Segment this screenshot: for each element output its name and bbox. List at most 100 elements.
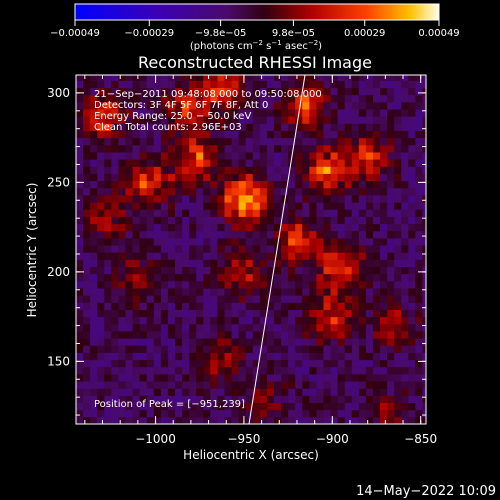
- heatmap-cell: [111, 80, 119, 89]
- heatmap-cell: [330, 259, 339, 267]
- heatmap-cell: [196, 295, 204, 303]
- colorbar-tick-label: −0.00049: [50, 28, 100, 39]
- heatmap-cell: [97, 123, 105, 131]
- heatmap-cell: [330, 123, 339, 131]
- heatmap-cell: [238, 359, 247, 368]
- heatmap-cell: [210, 173, 218, 182]
- heatmap-cell: [189, 130, 197, 139]
- heatmap-cell: [337, 173, 346, 182]
- heatmap-cell: [415, 395, 423, 404]
- heatmap-cell: [337, 116, 346, 124]
- heatmap-cell: [90, 273, 98, 282]
- heatmap-cell: [408, 237, 416, 246]
- heatmap-cell: [351, 280, 360, 289]
- heatmap-cell: [281, 87, 289, 96]
- heatmap-cell: [118, 373, 126, 382]
- heatmap-cell: [330, 395, 339, 404]
- heatmap-cell: [231, 101, 240, 110]
- heatmap-cell: [97, 287, 105, 296]
- heatmap-cell: [323, 345, 332, 353]
- heatmap-cell: [358, 180, 367, 189]
- heatmap-cell: [358, 209, 367, 217]
- heatmap-cell: [401, 209, 409, 217]
- heatmap-cell: [231, 75, 240, 81]
- heatmap-cell: [245, 373, 254, 382]
- heatmap-cell: [153, 187, 162, 196]
- heatmap-cell: [90, 123, 98, 131]
- solar-limb-line: [248, 74, 306, 425]
- heatmap-cell: [337, 137, 346, 146]
- heatmap-cell: [76, 202, 84, 210]
- heatmap-cell: [252, 209, 261, 217]
- heatmap-cell: [174, 323, 183, 332]
- heatmap-cell: [365, 123, 374, 131]
- heatmap-cell: [118, 87, 126, 96]
- heatmap-cell: [323, 295, 332, 303]
- heatmap-cell: [288, 101, 296, 110]
- heatmap-cell: [281, 80, 289, 89]
- heatmap-cell: [380, 144, 388, 153]
- heatmap-cell: [111, 309, 119, 318]
- heatmap-cell: [259, 273, 268, 282]
- y-tick-label: 250: [47, 175, 70, 189]
- heatmap-cell: [104, 151, 112, 160]
- heatmap-cell: [372, 409, 381, 418]
- heatmap-cell: [295, 323, 303, 332]
- heatmap-cell: [146, 245, 155, 253]
- heatmap-cell: [189, 137, 197, 146]
- heatmap-cell: [139, 409, 148, 418]
- heatmap-cell: [309, 345, 317, 353]
- heatmap-cell: [153, 416, 162, 424]
- heatmap-cell: [217, 130, 225, 139]
- heatmap-cell: [182, 273, 190, 282]
- heatmap-cell: [415, 402, 423, 411]
- heatmap-cell: [288, 323, 296, 332]
- heatmap-cell: [217, 94, 225, 103]
- heatmap-cell: [281, 309, 289, 318]
- heatmap-cell: [182, 237, 190, 246]
- heatmap-cell: [196, 137, 204, 146]
- heatmap-cell: [111, 159, 119, 167]
- heatmap-cell: [330, 280, 339, 289]
- heatmap-cell: [146, 302, 155, 310]
- heatmap-cell: [316, 395, 324, 404]
- heatmap-cell: [189, 280, 197, 289]
- heatmap-cell: [401, 137, 409, 146]
- heatmap-cell: [288, 237, 296, 246]
- heatmap-cell: [422, 187, 426, 196]
- heatmap-cell: [401, 116, 409, 124]
- heatmap-cell: [146, 144, 155, 153]
- heatmap-cell: [217, 266, 225, 275]
- heatmap-cell: [76, 273, 84, 282]
- heatmap-cell: [401, 237, 409, 246]
- heatmap-cell: [372, 352, 381, 361]
- heatmap-cell: [111, 402, 119, 411]
- heatmap-cell: [415, 216, 423, 225]
- heatmap-cell: [344, 295, 353, 303]
- heatmap-cell: [189, 101, 197, 110]
- heatmap-cell: [281, 144, 289, 153]
- heatmap-cell: [422, 209, 426, 217]
- heatmap-cell: [146, 402, 155, 411]
- heatmap-cell: [196, 180, 204, 189]
- heatmap-cell: [146, 295, 155, 303]
- heatmap-cell: [160, 280, 169, 289]
- heatmap-cell: [401, 323, 409, 332]
- heatmap-cell: [372, 237, 381, 246]
- heatmap-cell: [104, 94, 112, 103]
- heatmap-cell: [174, 144, 183, 153]
- heatmap-cell: [139, 209, 148, 217]
- heatmap-cell: [408, 80, 416, 89]
- heatmap-cell: [408, 388, 416, 396]
- heatmap-cell: [76, 173, 84, 182]
- heatmap-cell: [259, 137, 268, 146]
- heatmap-cell: [358, 216, 367, 225]
- heatmap-cell: [160, 230, 169, 239]
- heatmap-cell: [316, 144, 324, 153]
- heatmap-cell: [281, 187, 289, 196]
- heatmap-cell: [118, 80, 126, 89]
- heatmap-cell: [337, 187, 346, 196]
- heatmap-cell: [252, 352, 261, 361]
- heatmap-cell: [380, 352, 388, 361]
- heatmap-cell: [401, 216, 409, 225]
